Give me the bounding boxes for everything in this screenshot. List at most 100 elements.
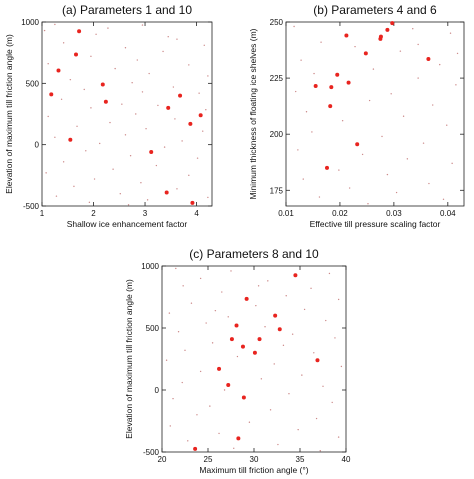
highlight-point — [241, 395, 246, 400]
sample-point — [184, 349, 186, 352]
sample-point — [119, 193, 122, 195]
highlight-point — [217, 366, 222, 371]
sample-point — [43, 29, 46, 32]
sample-point — [293, 25, 295, 28]
x-tick-label: 1 — [40, 209, 45, 218]
sample-point — [318, 196, 321, 198]
highlight-point — [385, 27, 390, 32]
sample-point — [155, 164, 158, 167]
highlight-point — [273, 313, 278, 318]
sample-point — [211, 342, 214, 344]
sample-point — [199, 370, 202, 373]
y-tick-label: 1000 — [141, 262, 159, 271]
sample-point — [285, 295, 287, 297]
chart-panel-0: (a) Parameters 1 and 10 1 2 3 4 -500 0 500 1000 S… — [4, 3, 213, 229]
sample-point — [121, 103, 123, 105]
sample-point — [269, 409, 272, 411]
y-tick-label: 500 — [146, 324, 160, 333]
sample-point — [310, 287, 312, 290]
sample-point — [381, 135, 383, 138]
x-axis-label: Maximum till friction angle (°) — [199, 465, 308, 475]
plot-frame — [285, 21, 465, 207]
sample-point — [198, 92, 200, 94]
sample-point — [62, 42, 65, 44]
sample-point — [95, 33, 97, 35]
x-axis-label: Effective till pressure scaling factor — [310, 219, 441, 229]
sample-point — [112, 168, 114, 170]
sample-point — [136, 59, 139, 61]
y-tick-label: 200 — [270, 130, 284, 139]
sample-point — [62, 161, 65, 163]
sample-point — [167, 36, 169, 38]
x-axis-label: Shallow ice enhancement factor — [67, 219, 188, 229]
sample-point — [45, 172, 47, 174]
sample-point — [399, 50, 402, 52]
sample-point — [129, 155, 132, 157]
sample-point — [209, 405, 211, 407]
sample-point — [406, 158, 409, 160]
sample-point — [422, 142, 425, 144]
sample-point — [264, 326, 266, 328]
highlight-point — [236, 436, 241, 441]
highlight-point — [315, 358, 320, 363]
y-tick-label: 1000 — [21, 18, 39, 27]
x-tick-label: 0.04 — [440, 209, 456, 218]
y-tick-label: 225 — [270, 74, 284, 83]
highlight-point — [68, 137, 73, 142]
sample-point — [202, 130, 204, 132]
sample-point — [54, 23, 56, 26]
highlight-point — [328, 104, 333, 109]
sample-point — [449, 32, 452, 34]
highlight-point — [244, 296, 249, 301]
sample-point — [165, 359, 168, 361]
sample-point — [98, 142, 101, 145]
sample-point — [90, 55, 92, 58]
highlight-point — [355, 142, 360, 147]
sample-point — [203, 44, 205, 47]
sample-point — [163, 146, 166, 148]
sample-point — [214, 309, 217, 312]
sample-point — [354, 45, 356, 48]
highlight-point — [77, 29, 82, 34]
sample-point — [428, 182, 430, 185]
sample-point — [303, 308, 306, 311]
sample-point — [338, 169, 340, 171]
sample-point — [291, 333, 294, 335]
sample-point — [341, 120, 344, 122]
highlight-point — [257, 337, 262, 342]
sample-point — [295, 90, 297, 93]
y-tick-label: 175 — [270, 186, 284, 195]
y-axis-label: Elevation of maximum till friction angle… — [4, 34, 14, 194]
sample-point — [168, 312, 171, 314]
sample-point — [141, 91, 144, 93]
highlight-point — [378, 34, 383, 39]
chart-title: (b) Parameters 4 and 6 — [313, 3, 437, 17]
sample-point — [196, 157, 199, 159]
sample-point — [255, 304, 257, 307]
x-tick-label: 20 — [158, 455, 167, 464]
y-axis-label: Elevation of maximum till friction angle… — [124, 279, 134, 439]
sample-point — [313, 352, 315, 354]
sample-point — [93, 178, 96, 180]
sample-point — [340, 365, 343, 368]
y-tick-label: -500 — [143, 448, 160, 457]
sample-point — [124, 47, 127, 49]
sample-point — [181, 381, 183, 384]
x-tick-label: 0.03 — [386, 209, 402, 218]
sample-point — [73, 185, 75, 188]
sample-point — [334, 337, 336, 339]
sample-point — [348, 187, 351, 189]
sample-point — [223, 389, 226, 391]
chart-title: (a) Parameters 1 and 10 — [62, 3, 192, 17]
x-tick-label: 35 — [296, 455, 305, 464]
y-tick-label: -500 — [23, 202, 40, 211]
highlight-point — [313, 83, 318, 88]
highlight-point — [226, 383, 231, 388]
sample-point — [402, 115, 405, 117]
sample-point — [331, 401, 333, 404]
highlight-point — [234, 323, 239, 328]
sample-point — [417, 77, 419, 79]
sample-point — [313, 72, 315, 75]
sample-point — [218, 432, 220, 435]
sample-point — [85, 150, 87, 152]
